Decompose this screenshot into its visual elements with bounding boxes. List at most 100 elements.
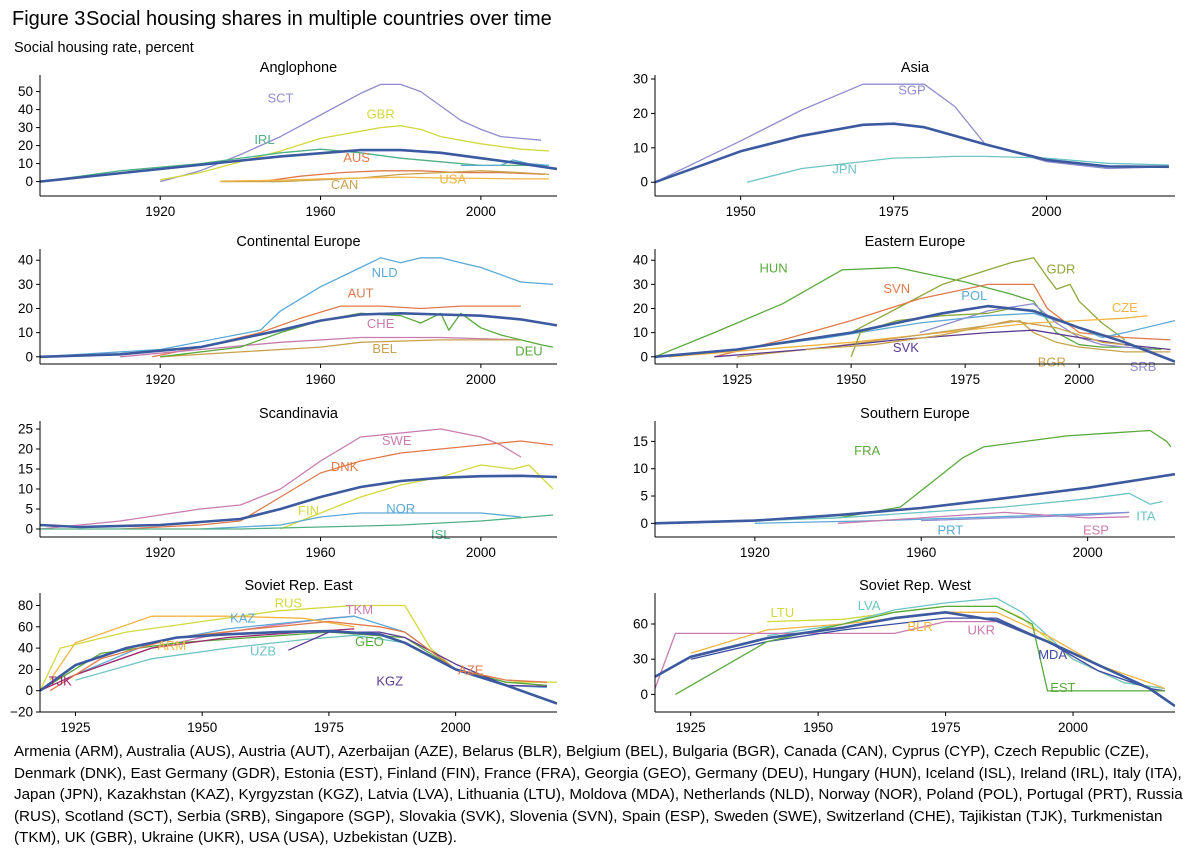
average-line [655, 122, 1169, 184]
y-tick-label: 20 [633, 106, 648, 121]
figure-title: Figure 3Social housing shares in multipl… [12, 8, 552, 31]
plot-area [655, 429, 1175, 525]
series-label-fra: FRA [854, 443, 880, 458]
series-label-srb: SRB [1130, 359, 1157, 374]
country-abbreviation-footnote: Armenia (ARM), Australia (AUS), Austria … [14, 743, 1183, 846]
y-tick-label: 5 [25, 502, 33, 517]
y-tick-label: 10 [633, 461, 648, 476]
y-tick-label: 20 [18, 442, 33, 457]
y-tick-label: 0 [640, 516, 648, 531]
series-label-nld: NLD [372, 265, 398, 280]
y-tick-label: 0 [25, 349, 33, 364]
y-tick-label: 40 [18, 641, 33, 656]
series-line-che [120, 336, 521, 358]
series-label-bgr: BGR [1038, 354, 1066, 369]
y-axis-caption: Social housing rate, percent [14, 40, 194, 56]
series-line-unlabeled [805, 319, 1125, 351]
panel-soviet-rep-west: Soviet Rep. West LTU LVA BLR UKR MDA EST 0 30 60 1… [633, 578, 1175, 735]
y-tick-label: 0 [640, 175, 648, 190]
average-line [40, 629, 557, 705]
average-line [40, 474, 557, 529]
series-label-tkm: TKM [346, 602, 373, 617]
series-label-esp: ESP [1083, 522, 1109, 537]
panel-title: Continental Europe [236, 234, 360, 250]
series-line-fra [655, 429, 1172, 524]
series-line-gdr [850, 257, 1126, 341]
panel-continental-europe: Continental Europe NLD AUT CHE BEL DEU 0 10 20 30… [18, 234, 557, 387]
series-label-sgp: SGP [898, 82, 925, 97]
x-tick-label: 2000 [1032, 204, 1062, 219]
series-label-hun: HUN [760, 260, 788, 275]
series-line-prt [754, 511, 1130, 524]
series-line-isl [40, 514, 554, 530]
panel-soviet-rep-east: Soviet Rep. East RUS TKM KAZ ARM UZB GEO TJK KGZ… [10, 578, 557, 735]
plot-area [655, 83, 1169, 184]
series-line-can [220, 170, 550, 183]
y-tick-label: 0 [25, 174, 33, 189]
panel-eastern-europe: Eastern Europe HUN GDR SVN POL CZE BGR SRB SVK 0 1… [633, 234, 1175, 387]
series-label-jpn: JPN [832, 162, 857, 177]
y-tick-label: 25 [18, 422, 33, 437]
y-tick-label: 30 [633, 652, 648, 667]
y-tick-label: 20 [633, 301, 648, 316]
panel-asia: Asia SGP JPN 0 10 20 30 1950 1975 2000 [633, 60, 1175, 219]
y-tick-label: −20 [10, 705, 33, 720]
y-tick-label: 10 [633, 325, 648, 340]
series-label-sct: SCT [267, 90, 293, 105]
x-tick-label: 1960 [306, 204, 336, 219]
series-label-gbr: GBR [367, 107, 395, 122]
y-tick-label: 0 [640, 349, 648, 364]
series-line-ita [671, 492, 1163, 524]
series-line-unlabeled [921, 511, 1130, 522]
average-line [655, 304, 1175, 363]
y-tick-label: 10 [18, 325, 33, 340]
y-tick-label: 15 [633, 434, 648, 449]
panel-anglophone: Anglophone SCT GBR IRL AUS CAN USA 0 10 20 30 40 50 1… [18, 60, 557, 219]
panel-title: Eastern Europe [865, 234, 966, 250]
x-tick-label: 1950 [803, 720, 833, 735]
average-line [655, 610, 1175, 708]
x-tick-label: 1975 [950, 372, 980, 387]
series-line-tkm [75, 615, 355, 676]
figure-number: Figure 3 [12, 8, 86, 30]
series-line-aus [260, 170, 546, 183]
y-tick-label: 80 [18, 598, 33, 613]
panel-title: Soviet Rep. West [859, 578, 971, 594]
x-tick-label: 2000 [1073, 545, 1103, 560]
y-tick-label: 40 [18, 102, 33, 117]
panel-title: Anglophone [260, 60, 337, 76]
series-line-mda [690, 617, 1165, 692]
y-tick-label: 0 [25, 683, 33, 698]
x-tick-label: 2000 [1058, 720, 1088, 735]
figure-title-text: Social housing shares in multiple countr… [86, 8, 552, 30]
series-line-arm [49, 615, 355, 681]
x-tick-label: 1960 [306, 545, 336, 560]
x-tick-label: 1925 [60, 720, 90, 735]
series-label-ltu: LTU [771, 605, 795, 620]
series-label-prt: PRT [937, 522, 963, 537]
y-tick-label: 40 [18, 253, 33, 268]
series-label-pol: POL [961, 288, 987, 303]
series-line-bel [160, 339, 521, 358]
series-line-hun [655, 266, 1162, 358]
plot-area [40, 428, 557, 530]
y-tick-label: 20 [18, 138, 33, 153]
series-label-cze: CZE [1112, 300, 1138, 315]
series-label-tjk: TJK [49, 673, 72, 688]
series-label-bel: BEL [372, 341, 397, 356]
y-tick-label: 50 [18, 84, 33, 99]
series-label-arm: ARM [157, 638, 186, 653]
x-tick-label: 1925 [676, 720, 706, 735]
series-label-aut: AUT [348, 286, 374, 301]
series-label-kgz: KGZ [376, 673, 403, 688]
x-tick-label: 1950 [836, 372, 866, 387]
panel-title: Scandinavia [259, 406, 339, 422]
x-tick-label: 1975 [931, 720, 961, 735]
series-line-cze [668, 315, 1148, 358]
x-tick-label: 2000 [441, 720, 471, 735]
series-line-jpn [746, 155, 1169, 183]
series-label-svn: SVN [883, 281, 910, 296]
average-line [655, 472, 1175, 525]
series-label-rus: RUS [275, 596, 303, 611]
y-tick-label: 10 [18, 156, 33, 171]
